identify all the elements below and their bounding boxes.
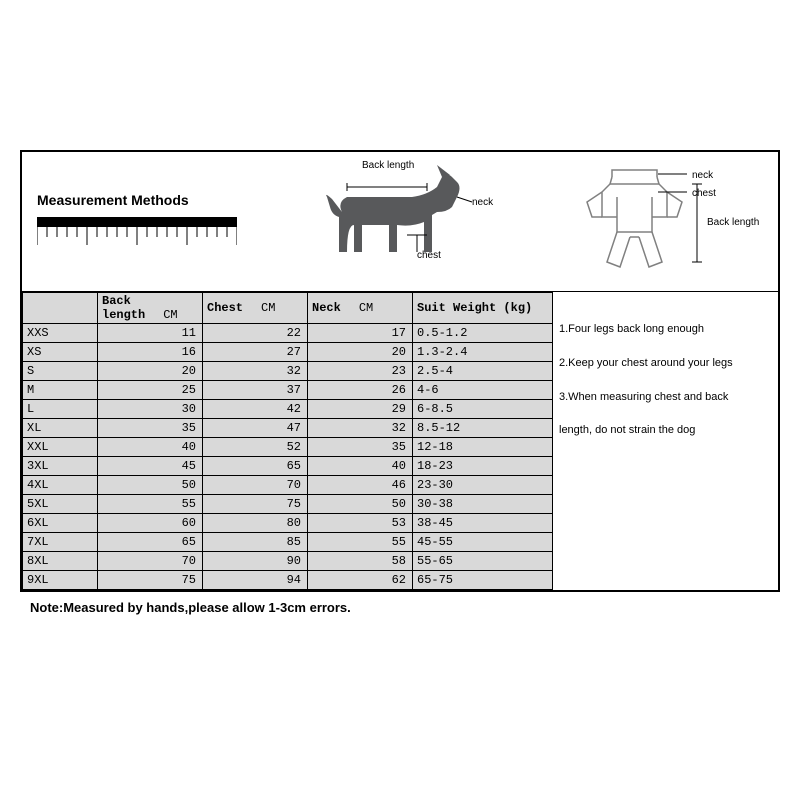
dog-back-label: Back length [362, 160, 414, 171]
suit-back-label: Back length [707, 217, 759, 228]
table-row: 8XL70905855-65 [23, 552, 553, 571]
col-header-back: Back lengthCM [98, 293, 203, 324]
table-row: 3XL45654018-23 [23, 457, 553, 476]
table-row: 6XL60805338-45 [23, 514, 553, 533]
table-row: XXL40523512-18 [23, 438, 553, 457]
footer-note: Note:Measured by hands,please allow 1-3c… [30, 600, 351, 615]
dog-chest-label: chest [417, 250, 441, 261]
suit-neck-label: neck [692, 170, 713, 181]
size-table-wrap: Back lengthCM ChestCM NeckCM Suit Weight… [22, 292, 778, 590]
table-header-row: Back lengthCM ChestCM NeckCM Suit Weight… [23, 293, 553, 324]
col-header-neck: NeckCM [308, 293, 413, 324]
tip-line: length, do not strain the dog [559, 421, 772, 441]
size-table: Back lengthCM ChestCM NeckCM Suit Weight… [22, 292, 553, 590]
measurement-tips: 1.Four legs back long enough 2.Keep your … [553, 292, 778, 590]
table-row: XL3547328.5-12 [23, 419, 553, 438]
dog-silhouette-icon [302, 157, 482, 287]
tip-line: 1.Four legs back long enough [559, 320, 772, 340]
tip-line: 2.Keep your chest around your legs [559, 354, 772, 374]
table-row: L3042296-8.5 [23, 400, 553, 419]
table-row: 7XL65855545-55 [23, 533, 553, 552]
tip-line: 3.When measuring chest and back [559, 388, 772, 408]
dog-neck-label: neck [472, 197, 493, 208]
ruler-icon [37, 217, 237, 252]
table-row: M2537264-6 [23, 381, 553, 400]
table-row: 4XL50704623-30 [23, 476, 553, 495]
size-chart-frame: Measurement Methods Back l [20, 150, 780, 592]
measurement-methods-title: Measurement Methods [37, 192, 189, 208]
table-row: XXS1122170.5-1.2 [23, 324, 553, 343]
table-row: 9XL75946265-75 [23, 571, 553, 590]
table-row: 5XL55755030-38 [23, 495, 553, 514]
col-header-weight: Suit Weight (kg) [413, 293, 553, 324]
suit-chest-label: chest [692, 188, 716, 199]
col-header-chest: ChestCM [203, 293, 308, 324]
col-header-size [23, 293, 98, 324]
table-row: XS1627201.3-2.4 [23, 343, 553, 362]
table-row: S2032232.5-4 [23, 362, 553, 381]
illustration-header: Measurement Methods Back l [22, 152, 778, 292]
